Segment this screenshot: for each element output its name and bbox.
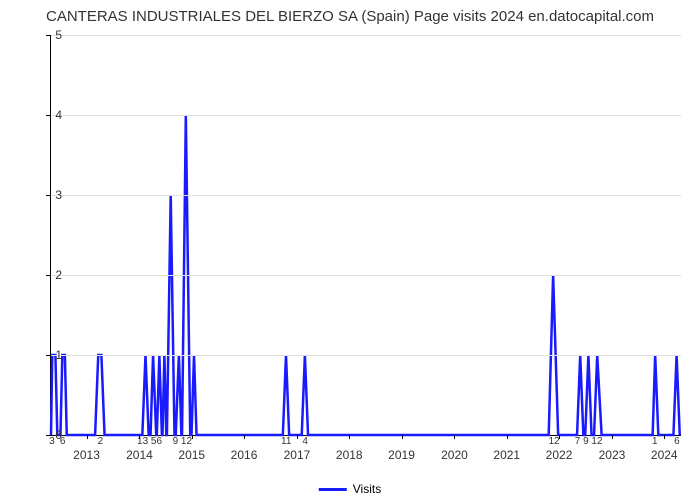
x-year-label: 2013: [73, 448, 100, 462]
x-year-label: 2014: [126, 448, 153, 462]
x-tick: [349, 435, 350, 439]
y-tick-label: 4: [42, 108, 62, 122]
x-month-label: 13 56: [137, 436, 162, 447]
y-tick-label: 2: [42, 268, 62, 282]
x-month-label: 2: [98, 436, 104, 447]
legend-label: Visits: [353, 482, 381, 496]
line-series: [51, 35, 681, 435]
y-tick-label: 5: [42, 28, 62, 42]
x-year-label: 2021: [493, 448, 520, 462]
x-year-label: 2020: [441, 448, 468, 462]
x-year-label: 2024: [651, 448, 678, 462]
x-year-label: 2015: [178, 448, 205, 462]
x-tick: [664, 435, 665, 439]
plot-area: [50, 35, 681, 436]
x-month-label: 4: [302, 436, 308, 447]
x-month-label: 11: [281, 436, 291, 447]
chart-container: CANTERAS INDUSTRIALES DEL BIERZO SA (Spa…: [0, 0, 700, 500]
x-month-label: 6: [60, 436, 66, 447]
x-tick: [402, 435, 403, 439]
gridline: [51, 355, 681, 356]
x-month-label: 7 9 12: [575, 436, 603, 447]
x-year-label: 2023: [599, 448, 626, 462]
legend: Visits: [319, 482, 381, 496]
x-month-label: 9 12: [173, 436, 192, 447]
gridline: [51, 115, 681, 116]
x-tick: [507, 435, 508, 439]
x-year-label: 2022: [546, 448, 573, 462]
x-tick: [87, 435, 88, 439]
x-tick: [612, 435, 613, 439]
x-tick: [454, 435, 455, 439]
x-month-label: 6: [674, 436, 680, 447]
y-tick-label: 1: [42, 348, 62, 362]
x-tick: [297, 435, 298, 439]
x-year-label: 2019: [388, 448, 415, 462]
legend-swatch: [319, 488, 347, 491]
x-year-label: 2016: [231, 448, 258, 462]
x-month-label: 12: [548, 436, 559, 447]
gridline: [51, 195, 681, 196]
chart-title: CANTERAS INDUSTRIALES DEL BIERZO SA (Spa…: [0, 0, 700, 25]
gridline: [51, 275, 681, 276]
y-tick-label: 3: [42, 188, 62, 202]
x-month-label: 1: [652, 436, 658, 447]
x-tick: [244, 435, 245, 439]
x-month-label: 3: [49, 436, 55, 447]
x-year-label: 2017: [284, 448, 311, 462]
gridline: [51, 35, 681, 36]
x-year-label: 2018: [336, 448, 363, 462]
